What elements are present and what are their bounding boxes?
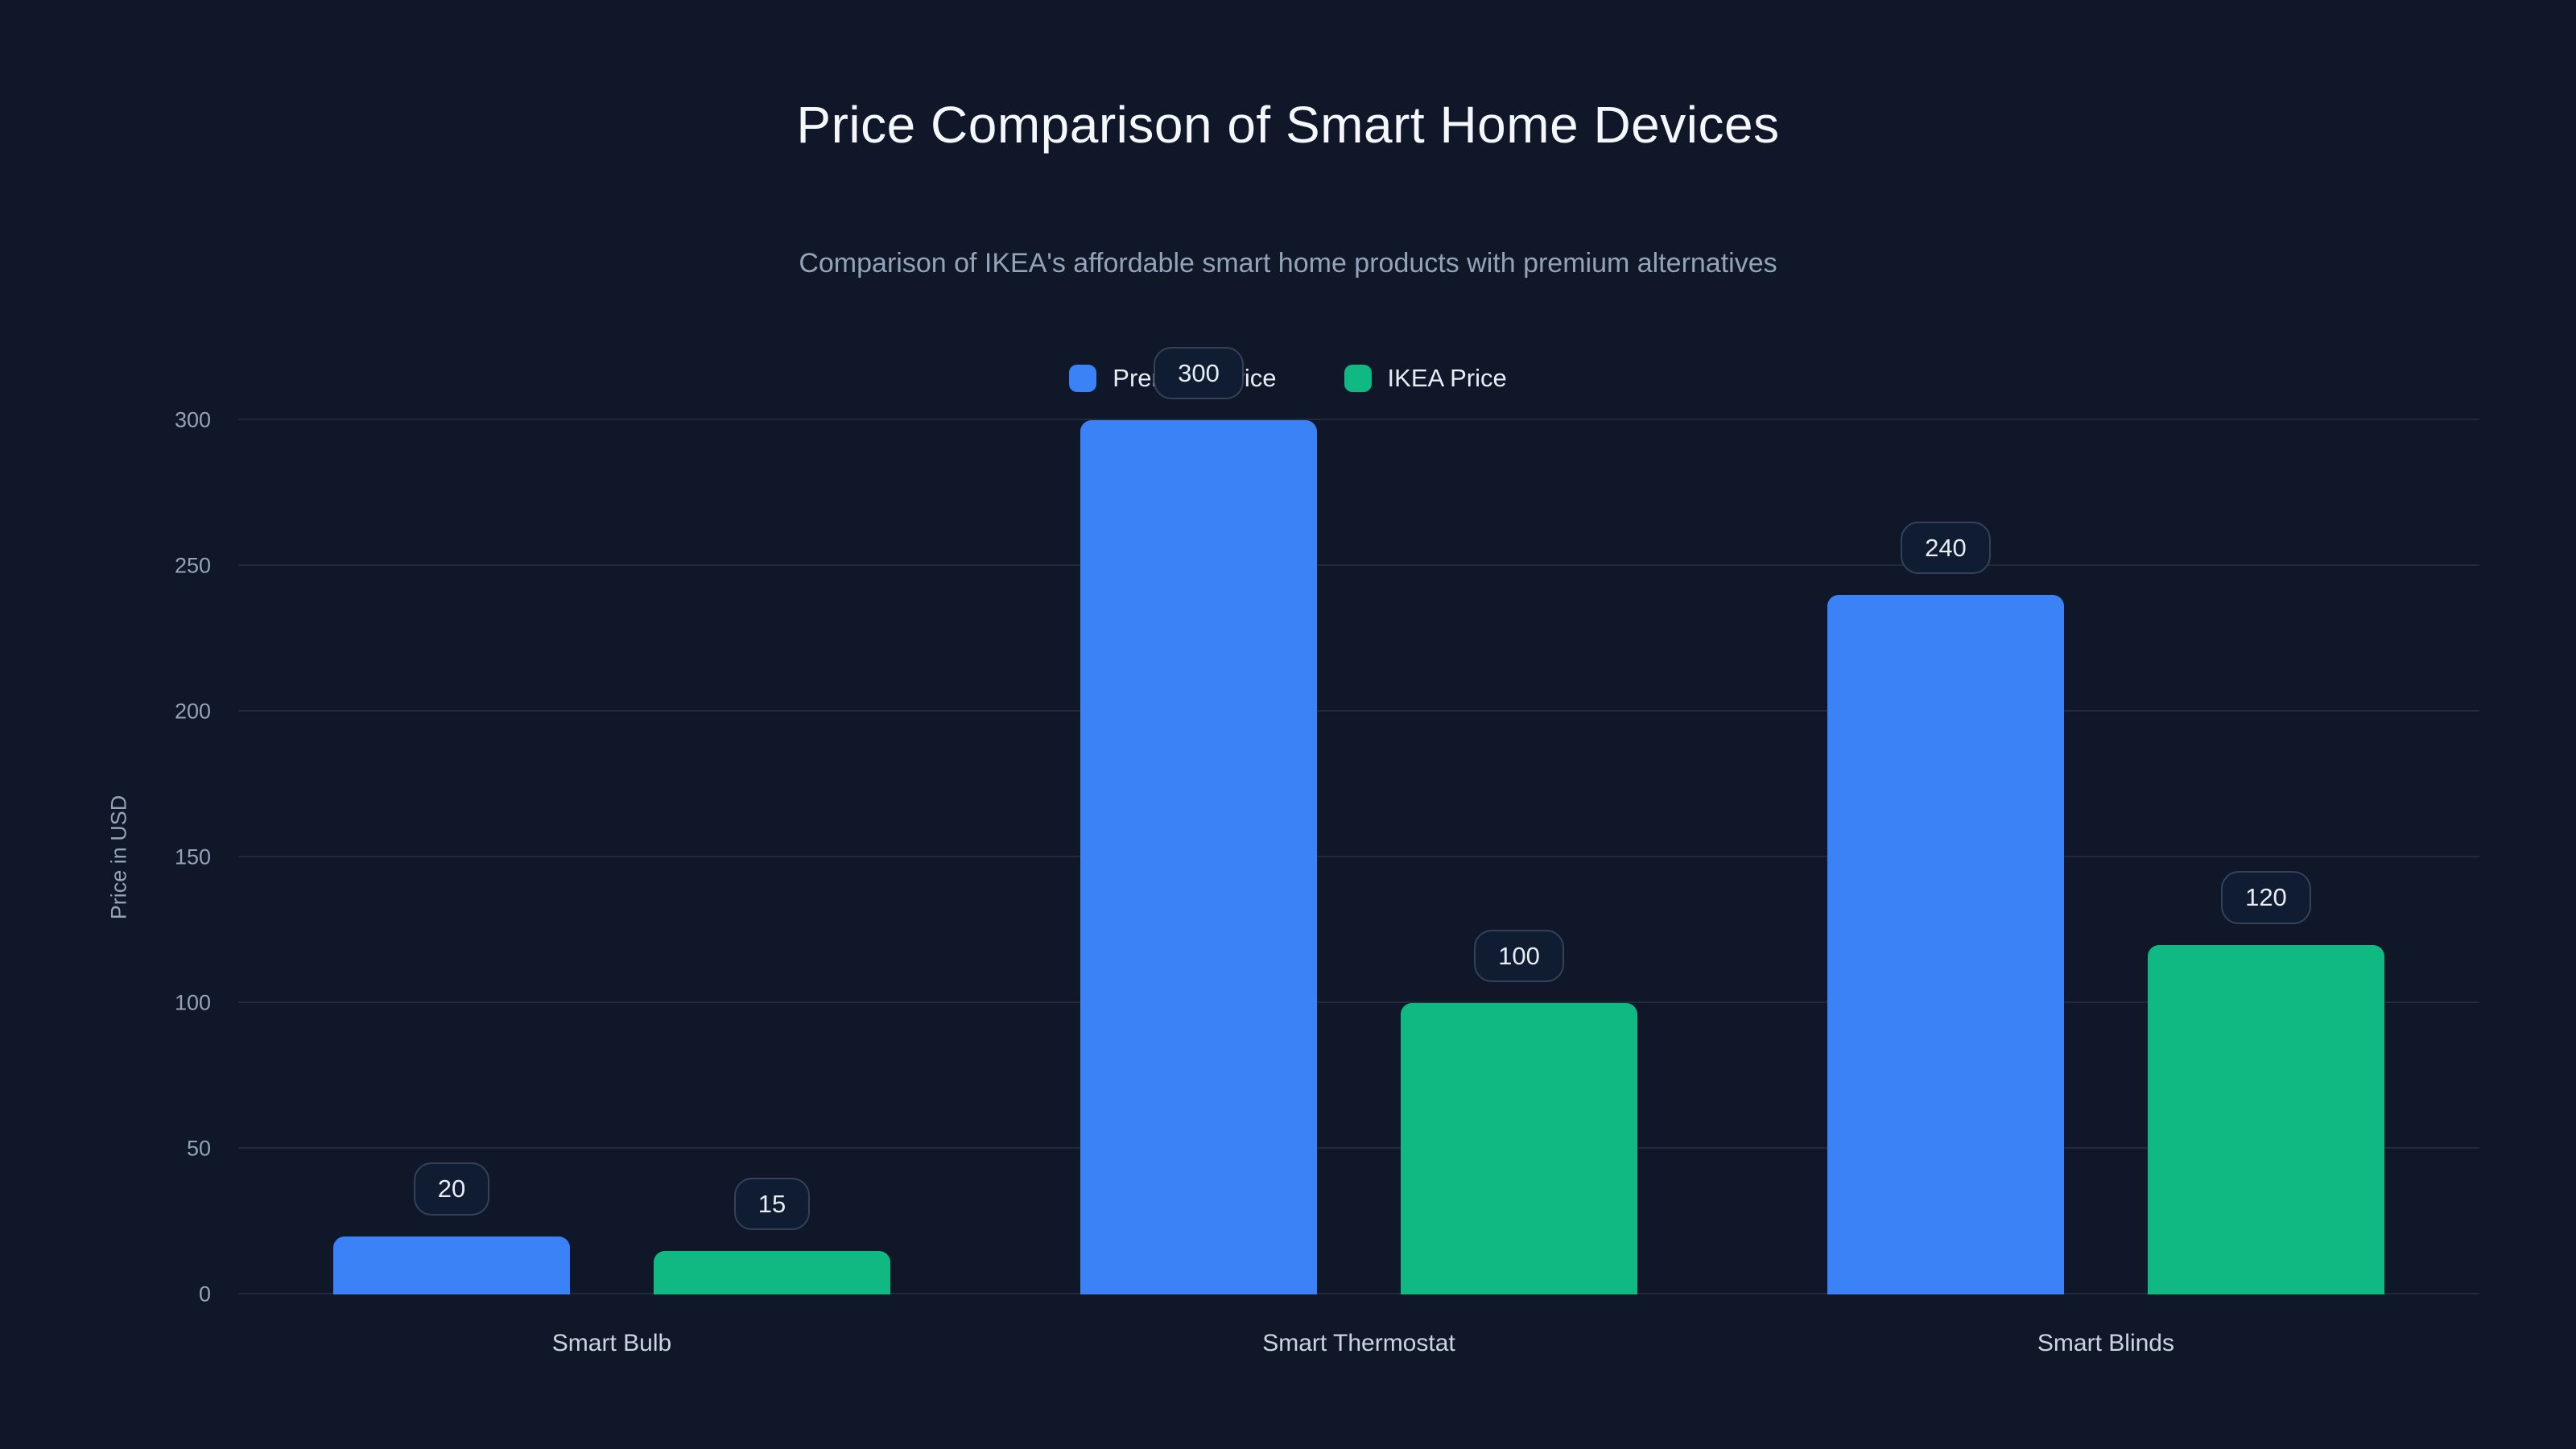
- bars-row: 20 15: [238, 420, 985, 1294]
- plot-area: 0 50 100 150 200 250 300 20 15 Smart Bulb 300 100 S…: [175, 346, 2479, 1356]
- bar: [2147, 944, 2384, 1294]
- y-tick-label: 250: [174, 553, 211, 578]
- x-category-label: Smart Thermostat: [1262, 1330, 1455, 1356]
- bar-wrapper: 120: [2147, 420, 2384, 1294]
- bar: [1080, 420, 1317, 1294]
- gridline: [238, 1147, 2479, 1149]
- category-group: 20 15 Smart Bulb: [238, 420, 985, 1356]
- bar-wrapper: 300: [1080, 346, 1317, 1294]
- bar-value-label: 300: [1154, 346, 1244, 399]
- category-group: 240 120 Smart Blinds: [1732, 420, 2479, 1356]
- legend-item[interactable]: IKEA Price: [1344, 364, 1507, 393]
- bar-value-label: 15: [733, 1177, 811, 1230]
- gridline: [238, 710, 2479, 712]
- legend-item-label: IKEA Price: [1387, 364, 1507, 392]
- bar: [332, 1236, 570, 1294]
- gridline: [238, 419, 2479, 420]
- chart-subtitle: Comparison of IKEA's affordable smart ho…: [799, 248, 1777, 279]
- bars-row: 240 120: [1732, 420, 2479, 1294]
- bar-value-label: 120: [2221, 871, 2311, 924]
- y-tick-label: 100: [174, 990, 211, 1015]
- y-tick-label: 200: [174, 699, 211, 724]
- bar-groups: 20 15 Smart Bulb 300 100 Smart Thermostat 240 1…: [238, 346, 2479, 1356]
- chart-title: Price Comparison of Smart Home Devices: [796, 96, 1780, 154]
- bar-wrapper: 240: [1827, 420, 2064, 1294]
- bar-value-label: 20: [413, 1162, 490, 1216]
- legend-swatch-icon: [1344, 365, 1372, 392]
- bar: [1827, 595, 2064, 1294]
- y-tick-label: 0: [198, 1282, 211, 1307]
- y-tick-label: 300: [174, 407, 211, 432]
- gridline: [238, 856, 2479, 857]
- category-group: 300 100 Smart Thermostat: [985, 346, 1732, 1356]
- legend-swatch-icon: [1069, 365, 1097, 392]
- bars-row: 300 100: [985, 346, 1732, 1294]
- gridline: [238, 564, 2479, 566]
- bar-wrapper: 100: [1400, 420, 1637, 1294]
- gridline: [238, 1293, 2479, 1294]
- bar: [1400, 1003, 1637, 1294]
- bar-wrapper: 15: [653, 420, 890, 1294]
- x-category-label: Smart Bulb: [551, 1330, 672, 1356]
- bar: [653, 1250, 890, 1294]
- bar-value-label: 240: [1901, 522, 1991, 575]
- x-category-label: Smart Blinds: [2037, 1330, 2174, 1356]
- gridline: [238, 1001, 2479, 1003]
- bar-wrapper: 20: [332, 420, 570, 1294]
- y-tick-label: 50: [186, 1136, 211, 1161]
- y-tick-label: 150: [174, 844, 211, 869]
- y-axis-label: Price in USD: [106, 795, 131, 920]
- bar-value-label: 100: [1474, 929, 1564, 982]
